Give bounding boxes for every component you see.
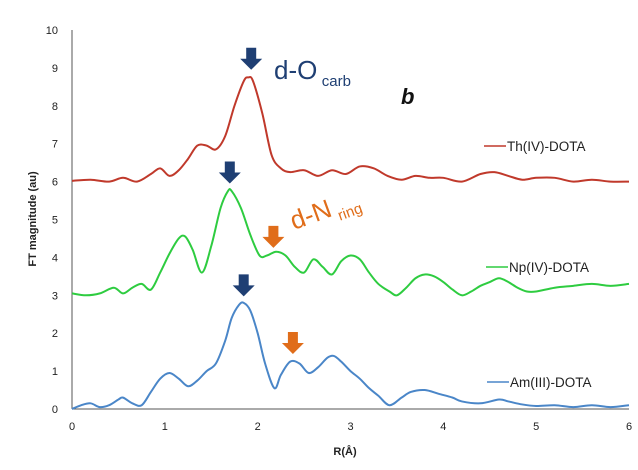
series-line-th-iv-dota bbox=[71, 75, 630, 183]
legend-am: Am(III)-DOTA bbox=[487, 375, 592, 390]
legend-np: Np(IV)-DOTA bbox=[486, 260, 589, 275]
series-line-np-iv-dota bbox=[71, 187, 630, 297]
annotation-d-o-carb: d-O carb bbox=[274, 55, 351, 90]
x-tick-label: 1 bbox=[162, 421, 168, 433]
x-tick-label: 4 bbox=[440, 421, 446, 433]
annotation-d-o-sub: carb bbox=[322, 73, 351, 90]
legend-label-np: Np(IV)-DOTA bbox=[509, 260, 589, 275]
legend-label-th: Th(IV)-DOTA bbox=[507, 139, 586, 154]
series-layer bbox=[71, 75, 630, 410]
y-tick-label: 4 bbox=[52, 252, 58, 264]
peak-arrow-marker bbox=[262, 225, 285, 248]
panel-label: b bbox=[401, 84, 414, 109]
peak-arrow-marker bbox=[232, 274, 255, 297]
annotation-d-o-main: d-O bbox=[274, 55, 317, 85]
y-tick-label: 7 bbox=[52, 139, 58, 151]
axes bbox=[71, 30, 629, 410]
x-tick-label: 5 bbox=[533, 421, 539, 433]
y-tick-label: 10 bbox=[46, 25, 58, 37]
y-tick-label: 3 bbox=[52, 290, 58, 302]
peak-arrow-marker bbox=[240, 47, 263, 70]
tick-labels: 0 1 2 3 4 5 6 0 1 2 3 4 5 6 7 8 9 10 bbox=[46, 25, 632, 433]
series-line-am-iii-dota bbox=[71, 301, 630, 410]
y-tick-label: 2 bbox=[52, 328, 58, 340]
y-tick-label: 8 bbox=[52, 101, 58, 113]
x-tick-label: 0 bbox=[69, 421, 75, 433]
x-tick-label: 2 bbox=[255, 421, 261, 433]
x-tick-label: 3 bbox=[347, 421, 353, 433]
legend-th: Th(IV)-DOTA bbox=[484, 139, 586, 154]
y-tick-label: 6 bbox=[52, 177, 58, 189]
peak-arrow-marker bbox=[281, 332, 304, 354]
legend-label-am: Am(III)-DOTA bbox=[510, 375, 592, 390]
y-tick-label: 0 bbox=[52, 404, 58, 416]
x-tick-label: 6 bbox=[626, 421, 632, 433]
peak-arrow-marker bbox=[218, 161, 241, 184]
arrows-layer bbox=[218, 47, 304, 354]
y-axis-title: FT magnitude (au) bbox=[27, 171, 39, 267]
y-tick-label: 1 bbox=[52, 366, 58, 378]
x-axis-title: R(Å) bbox=[333, 445, 357, 458]
y-tick-label: 9 bbox=[52, 63, 58, 75]
y-tick-label: 5 bbox=[52, 215, 58, 227]
